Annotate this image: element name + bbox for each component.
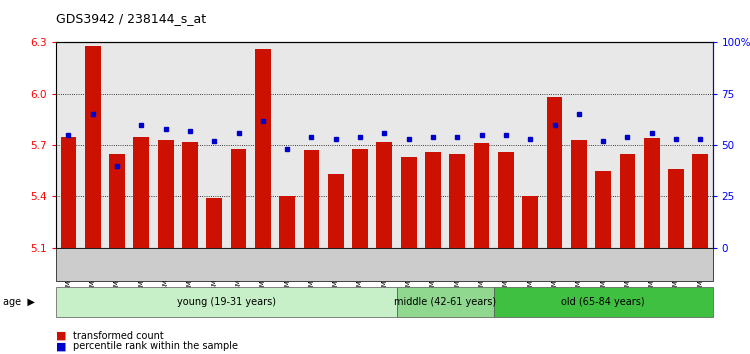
Bar — [328, 174, 344, 248]
Bar — [158, 140, 173, 248]
Bar — [206, 198, 222, 248]
Text: GDS3942 / 238144_s_at: GDS3942 / 238144_s_at — [56, 12, 206, 25]
Bar — [231, 149, 247, 248]
Text: transformed count: transformed count — [73, 331, 164, 341]
Text: ■: ■ — [56, 331, 67, 341]
Bar — [571, 140, 586, 248]
Bar — [644, 138, 660, 248]
Text: percentile rank within the sample: percentile rank within the sample — [73, 341, 238, 351]
Bar — [498, 152, 514, 248]
Bar — [134, 137, 149, 248]
Bar — [449, 154, 465, 248]
Bar — [522, 196, 538, 248]
Bar — [400, 157, 416, 248]
Text: middle (42-61 years): middle (42-61 years) — [394, 297, 496, 307]
Bar — [182, 142, 198, 248]
Bar — [304, 150, 320, 248]
Bar — [425, 152, 441, 248]
Bar — [620, 154, 635, 248]
Bar — [352, 149, 368, 248]
Text: young (19-31 years): young (19-31 years) — [177, 297, 276, 307]
Bar — [668, 169, 684, 248]
Bar — [255, 49, 271, 248]
Bar — [376, 142, 392, 248]
Bar — [109, 154, 125, 248]
Text: ■: ■ — [56, 341, 67, 351]
Bar — [596, 171, 611, 248]
Bar — [279, 196, 295, 248]
Bar — [474, 143, 490, 248]
Bar — [85, 46, 100, 248]
Bar — [61, 137, 76, 248]
Text: age  ▶: age ▶ — [3, 297, 34, 307]
Text: old (65-84 years): old (65-84 years) — [561, 297, 645, 307]
Bar — [547, 97, 562, 248]
Bar — [692, 154, 708, 248]
